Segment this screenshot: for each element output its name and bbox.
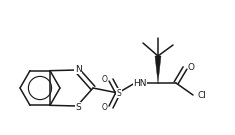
Text: O: O: [188, 63, 195, 72]
Text: O: O: [102, 75, 108, 84]
Text: S: S: [117, 89, 121, 97]
Polygon shape: [155, 56, 161, 83]
Text: O: O: [102, 104, 108, 112]
Text: N: N: [75, 65, 81, 73]
Text: Cl: Cl: [197, 92, 206, 100]
Text: S: S: [75, 102, 81, 112]
Text: HN: HN: [133, 78, 147, 87]
